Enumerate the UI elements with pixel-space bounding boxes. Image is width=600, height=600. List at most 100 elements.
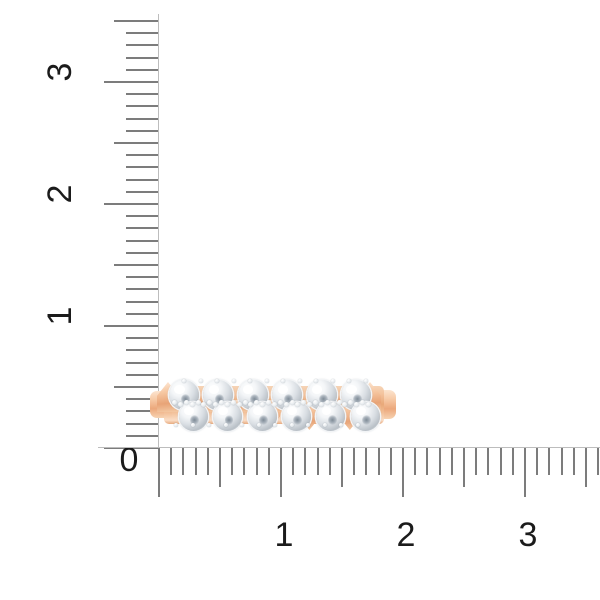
diamond-eternity-ring: [150, 366, 396, 444]
vertical-ruler-label-0: 0: [119, 441, 139, 479]
ring-milgrain-bead: [260, 401, 266, 407]
ring-milgrain-bead: [195, 400, 201, 405]
vertical-ruler-minor-tick: [126, 227, 158, 229]
vertical-ruler-minor-tick: [126, 252, 158, 254]
horizontal-ruler-minor-tick: [512, 447, 514, 475]
ring-milgrain-bead: [295, 401, 301, 407]
horizontal-ruler-mid-tick: [585, 447, 587, 487]
ring-milgrain-bead: [242, 400, 248, 405]
ring-milgrain-bead: [183, 400, 189, 405]
vertical-ruler-major-tick: [104, 203, 158, 205]
vertical-ruler-minor-tick: [126, 435, 158, 437]
ring-milgrain-bead: [207, 423, 212, 427]
vertical-ruler-minor-tick: [126, 57, 158, 59]
horizontal-ruler-minor-tick: [170, 447, 172, 475]
ring-milgrain-bead: [322, 423, 327, 427]
horizontal-ruler-minor-tick: [378, 447, 380, 475]
ring-milgrain-bead: [289, 423, 294, 427]
vertical-ruler-minor-tick: [126, 276, 158, 278]
horizontal-ruler-minor-tick: [182, 447, 184, 475]
ring-milgrain-bead: [330, 379, 335, 383]
ring-milgrain-bead: [313, 400, 319, 405]
ring-milgrain-bead: [174, 423, 178, 427]
horizontal-ruler-mid-tick: [463, 447, 465, 487]
horizontal-ruler-minor-tick: [561, 447, 563, 475]
ring-diamond: [350, 402, 380, 431]
ring-milgrain-bead: [318, 401, 324, 407]
ring-milgrain-bead: [281, 379, 286, 383]
ring-milgrain-bead: [366, 401, 371, 407]
ring-milgrain-bead: [248, 401, 254, 407]
vertical-ruler-minor-tick: [126, 240, 158, 242]
vertical-ruler-minor-tick: [126, 362, 158, 364]
ring-milgrain-bead: [223, 423, 228, 427]
ring-milgrain-bead: [201, 401, 207, 407]
vertical-ruler-minor-tick: [126, 398, 158, 400]
ring-milgrain-bead: [240, 423, 245, 427]
horizontal-ruler-minor-tick: [353, 447, 355, 475]
horizontal-ruler-minor-tick: [536, 447, 538, 475]
ring-milgrain-bead: [301, 400, 307, 405]
vertical-ruler-minor-tick: [126, 423, 158, 425]
horizontal-ruler-minor-tick: [207, 447, 209, 475]
vertical-ruler-minor-tick: [126, 118, 158, 120]
horizontal-ruler-minor-tick: [426, 447, 428, 475]
horizontal-ruler-mid-tick: [341, 447, 343, 487]
ring-milgrain-bead: [230, 400, 236, 405]
vertical-ruler-minor-tick: [126, 32, 158, 34]
vertical-ruler-mid-tick: [114, 386, 158, 388]
vertical-ruler-mid-tick: [114, 20, 158, 22]
vertical-ruler-mid-tick: [114, 264, 158, 266]
ring-milgrain-bead: [172, 400, 177, 405]
vertical-ruler-minor-tick: [126, 166, 158, 168]
vertical-ruler-major-tick: [104, 325, 158, 327]
vertical-ruler-minor-tick: [126, 215, 158, 217]
ring-milgrain-bead: [213, 401, 219, 407]
vertical-ruler-minor-tick: [126, 410, 158, 412]
vertical-ruler-minor-tick: [126, 313, 158, 315]
vertical-ruler-mid-tick: [114, 142, 158, 144]
horizontal-ruler-minor-tick: [195, 447, 197, 475]
horizontal-ruler-minor-tick: [268, 447, 270, 475]
ring-milgrain-bead: [277, 400, 283, 405]
vertical-ruler-axis: [158, 14, 159, 492]
vertical-ruler-minor-tick: [126, 288, 158, 290]
ring-milgrain-bead: [354, 401, 360, 407]
horizontal-ruler-minor-tick: [256, 447, 258, 475]
horizontal-ruler-minor-tick: [573, 447, 575, 475]
horizontal-ruler-minor-tick: [475, 447, 477, 475]
horizontal-ruler-minor-tick: [414, 447, 416, 475]
ring-milgrain-bead: [219, 400, 225, 405]
vertical-ruler-minor-tick: [126, 301, 158, 303]
vertical-ruler-label-3: 3: [41, 62, 79, 82]
horizontal-ruler-minor-tick: [317, 447, 319, 475]
horizontal-ruler-major-tick: [280, 447, 282, 497]
horizontal-ruler-major-tick: [402, 447, 404, 497]
ring-milgrain-bead: [297, 379, 302, 383]
ring-milgrain-bead: [314, 379, 319, 383]
vertical-ruler-major-tick: [104, 81, 158, 83]
ring-milgrain-bead: [273, 423, 278, 427]
ring-milgrain-bead: [289, 400, 295, 405]
horizontal-ruler-label-3: 3: [518, 516, 538, 554]
horizontal-ruler-label-1: 1: [274, 516, 294, 554]
horizontal-ruler-minor-tick: [548, 447, 550, 475]
vertical-ruler-minor-tick: [126, 374, 158, 376]
ring-milgrain-bead: [348, 400, 354, 405]
vertical-ruler-label-2: 2: [41, 184, 79, 204]
ring-milgrain-bead: [339, 423, 344, 427]
vertical-ruler-minor-tick: [126, 130, 158, 132]
ring-milgrain-bead: [224, 401, 230, 407]
horizontal-ruler-label-2: 2: [396, 516, 416, 554]
ring-milgrain-bead: [190, 423, 195, 427]
horizontal-ruler-minor-tick: [329, 447, 331, 475]
vertical-ruler-minor-tick: [126, 349, 158, 351]
horizontal-ruler-minor-tick: [304, 447, 306, 475]
vertical-ruler-minor-tick: [126, 105, 158, 107]
ring-milgrain-bead: [271, 401, 277, 407]
ring-milgrain-bead: [264, 379, 269, 383]
vertical-ruler-minor-tick: [126, 154, 158, 156]
ring-milgrain-bead: [189, 401, 195, 407]
ring-milgrain-bead: [177, 401, 183, 407]
